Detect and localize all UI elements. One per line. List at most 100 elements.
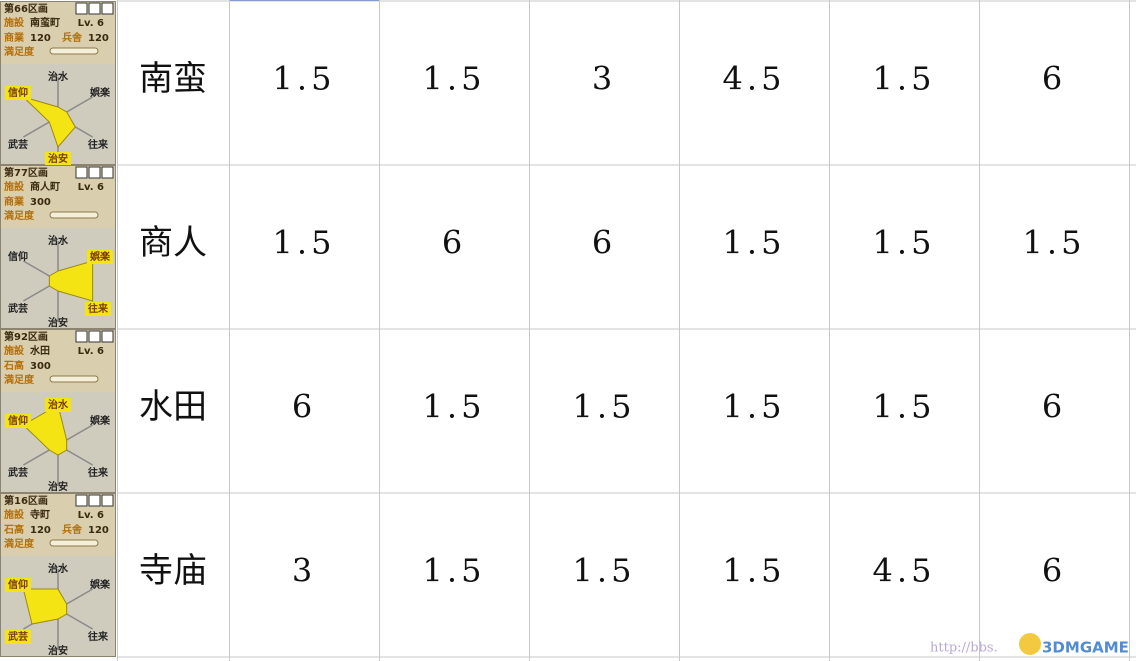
stat-label: 石高 — [3, 359, 24, 372]
facility-label: 施設 — [4, 344, 25, 357]
cell-value: 1.5 — [423, 60, 486, 98]
radar-label: 信仰 — [8, 414, 28, 427]
status-icon — [75, 494, 88, 507]
radar-label: 武芸 — [8, 138, 28, 151]
radar-label: 治水 — [48, 70, 69, 83]
radar-label: 往来 — [88, 630, 109, 643]
stat-label: 商業 — [4, 195, 25, 208]
facility-label: 施設 — [4, 16, 25, 29]
satisfaction-bar — [49, 211, 99, 219]
cell-value: 1.5 — [723, 224, 786, 262]
radar-label-highlight — [5, 86, 31, 100]
satisfaction-label: 満足度 — [4, 537, 35, 550]
row-name: 南蛮 — [139, 59, 207, 99]
cell-value: 6 — [1042, 388, 1066, 426]
watermark-logo — [1019, 633, 1041, 655]
stat-label: 商業 — [4, 31, 25, 44]
radar-label: 娯楽 — [90, 578, 111, 591]
cell-value: 6 — [292, 388, 316, 426]
radar-label: 娯楽 — [90, 250, 111, 263]
radar-label: 治水 — [48, 398, 69, 411]
radar-label: 武芸 — [8, 630, 28, 643]
radar-label: 往来 — [88, 138, 109, 151]
status-icon — [88, 2, 101, 15]
radar-label: 信仰 — [8, 578, 28, 591]
cell-value: 1.5 — [423, 552, 486, 590]
district: 第77区画 — [4, 166, 48, 179]
status-icon — [75, 2, 88, 15]
cell-value: 1.5 — [423, 388, 486, 426]
stat-value: 300 — [30, 361, 51, 372]
watermark-url: http://bbs. — [930, 641, 998, 656]
cell-value: 1.5 — [723, 552, 786, 590]
radar-label-highlight — [5, 630, 31, 644]
level: Lv. 6 — [78, 182, 104, 193]
stat-label: 兵舎 — [62, 31, 83, 44]
cell-value: 6 — [592, 224, 616, 262]
stat-label: 兵舎 — [62, 523, 83, 536]
radar-label: 娯楽 — [90, 414, 111, 427]
cell-value: 1.5 — [1023, 224, 1086, 262]
stat-value: 120 — [30, 525, 51, 536]
row-name: 水田 — [139, 387, 207, 427]
watermark-brand: 3DMGAME — [1042, 639, 1129, 657]
stat-value: 300 — [30, 197, 51, 208]
radar-label: 治安 — [48, 644, 68, 657]
cell-value: 1.5 — [573, 552, 636, 590]
level: Lv. 6 — [78, 510, 104, 521]
row-name: 商人 — [139, 223, 207, 263]
stat-value: 120 — [88, 525, 109, 536]
level: Lv. 6 — [78, 346, 104, 357]
cell-value: 6 — [1042, 60, 1066, 98]
radar-label: 武芸 — [8, 302, 28, 315]
facility-label: 施設 — [4, 180, 25, 193]
satisfaction-bar — [49, 539, 99, 547]
row-name: 寺庙 — [139, 551, 207, 591]
radar-label-highlight — [5, 578, 31, 592]
radar-label: 信仰 — [8, 86, 28, 99]
radar-label-highlight — [5, 414, 31, 428]
status-icon — [101, 166, 114, 179]
facility: 南蛮町 — [30, 16, 60, 29]
radar-label: 治水 — [48, 562, 69, 575]
cell-value: 3 — [592, 60, 616, 98]
status-icon — [88, 166, 101, 179]
cell-value: 1.5 — [873, 60, 936, 98]
radar-label: 治安 — [48, 152, 68, 165]
status-icon — [101, 2, 114, 15]
radar-label-highlight — [85, 302, 111, 316]
satisfaction-bar — [49, 47, 99, 55]
satisfaction-label: 満足度 — [4, 45, 35, 58]
panel-border — [0, 165, 116, 329]
status-icon — [75, 166, 88, 179]
satisfaction-bar — [49, 375, 99, 383]
stat-value: 120 — [88, 33, 109, 44]
facility: 水田 — [29, 344, 50, 357]
level: Lv. 6 — [78, 18, 104, 29]
cell-value: 1.5 — [273, 224, 336, 262]
cell-value: 6 — [1042, 552, 1066, 590]
cell-value: 3 — [292, 552, 316, 590]
cell-value: 4.5 — [873, 552, 936, 590]
radar-label-highlight — [45, 152, 71, 166]
cell-value: 4.5 — [723, 60, 786, 98]
satisfaction-label: 満足度 — [4, 373, 35, 386]
radar-label-highlight — [87, 250, 113, 264]
status-icon — [101, 494, 114, 507]
panel-border — [0, 493, 116, 657]
radar-label: 武芸 — [8, 466, 28, 479]
radar-label: 治水 — [48, 234, 69, 247]
radar-label: 治安 — [48, 480, 68, 493]
district: 第92区画 — [4, 330, 48, 343]
radar-label: 往来 — [88, 466, 109, 479]
radar-label: 往来 — [88, 302, 109, 315]
status-icon — [88, 494, 101, 507]
cell-value: 1.5 — [573, 388, 636, 426]
facility-label: 施設 — [4, 508, 25, 521]
facility: 寺町 — [30, 508, 50, 521]
cell-value: 1.5 — [873, 388, 936, 426]
satisfaction-label: 満足度 — [4, 209, 35, 222]
